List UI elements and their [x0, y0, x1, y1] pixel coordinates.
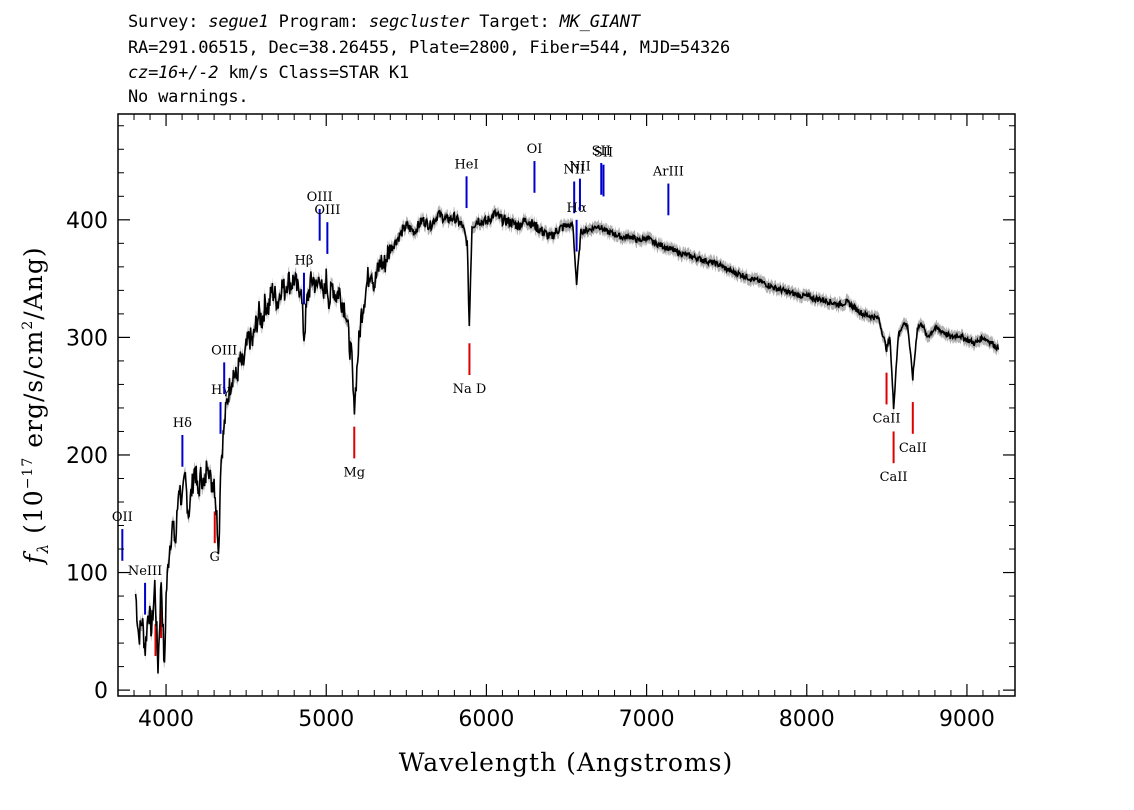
emission-line-label: OIII [307, 190, 333, 205]
emission-line-label: NII [563, 162, 585, 177]
header-line-1: Survey: segue1 Program: segcluster Targe… [128, 12, 640, 32]
x-tick-label: 8000 [779, 707, 835, 732]
absorption-line-label: Na D [453, 382, 487, 397]
cz-value: cz=16+/-2 [128, 63, 219, 83]
spectrum-error-band [135, 204, 999, 680]
x-tick-label: 6000 [458, 707, 514, 732]
emission-line-label: OII [112, 510, 133, 525]
absorption-line-label: CaII [880, 470, 908, 485]
emission-line-label: SII [592, 144, 611, 159]
header-line-4: No warnings. [128, 87, 249, 107]
y-tick-label: 300 [66, 326, 108, 351]
absorption-line-label: CaII [873, 411, 901, 426]
emission-line-label: NII [569, 160, 591, 175]
survey-label: Survey: [128, 12, 199, 32]
x-tick-label: 7000 [619, 707, 675, 732]
y-tick-label: 400 [66, 209, 108, 234]
emission-line-label: Hγ [211, 383, 230, 398]
emission-line-label: SII [594, 146, 613, 161]
emission-line-label: OI [527, 142, 543, 157]
emission-line-label: Hα [567, 201, 587, 216]
emission-line-label: HeI [454, 157, 478, 172]
header-line-3: cz=16+/-2 km/s Class=STAR K1 [128, 63, 409, 83]
emission-line-label: OIII [211, 343, 237, 358]
absorption-line-label: G [210, 550, 220, 565]
absorption-line-label: Mg [343, 465, 365, 480]
absorption-line-label: CaII [899, 441, 927, 456]
x-tick-label: 4000 [138, 707, 194, 732]
emission-line-label: Hβ [295, 254, 314, 269]
y-tick-label: 0 [94, 679, 108, 704]
y-tick-label: 100 [66, 562, 108, 587]
program-label: Program: [278, 12, 359, 32]
header-line-2: RA=291.06515, Dec=38.26455, Plate=2800, … [128, 38, 731, 58]
y-tick-label: 200 [66, 444, 108, 469]
x-axis-title: Wavelength (Angstroms) [399, 748, 733, 777]
x-tick-label: 5000 [298, 707, 354, 732]
emission-line-label: Hδ [173, 416, 192, 431]
target-label: Target: [479, 12, 550, 32]
program-value: segcluster [368, 12, 470, 32]
cz-units: km/s Class=STAR K1 [228, 63, 410, 83]
x-tick-label: 9000 [939, 707, 995, 732]
survey-value: segue1 [208, 12, 269, 32]
y-axis-title: fλ (10−17 erg/s/cm2/Ang) [19, 246, 52, 565]
emission-line-label: OIII [314, 203, 340, 218]
emission-line-label: NeIII [128, 564, 162, 579]
spectrum-line [134, 207, 1000, 674]
emission-line-label: ArIII [652, 165, 684, 180]
target-value: MK_GIANT [559, 12, 640, 32]
